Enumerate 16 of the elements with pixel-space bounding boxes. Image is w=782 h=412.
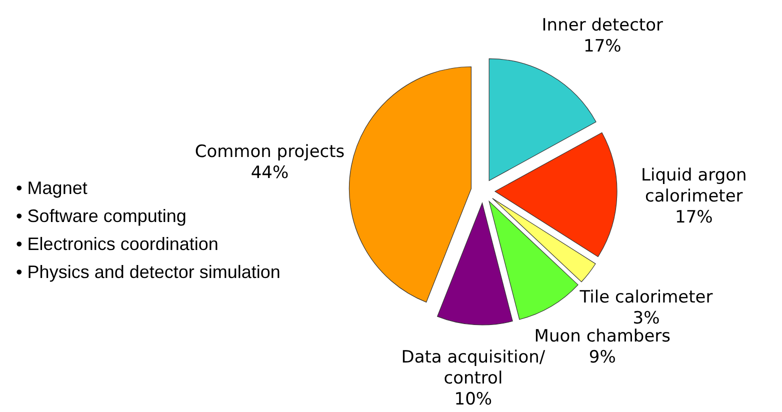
slice-label: Tile calorimeter	[578, 288, 713, 308]
text: • Physics and detector simulation	[16, 261, 280, 284]
data-label: 9%	[588, 347, 616, 368]
slice-label: Inner detector	[542, 16, 664, 36]
data-label: 10%	[454, 390, 492, 410]
text: • Electronics coordination	[16, 233, 220, 256]
data-label: 17%	[675, 207, 713, 228]
slice-label: Muon chambers	[534, 326, 671, 346]
data-label: 3%	[632, 308, 660, 329]
data-label: 17%	[584, 36, 622, 57]
slice-label: Common projects	[194, 142, 345, 162]
data-label: 44%	[250, 162, 289, 183]
slice-label: Liquid argon calorimeter	[641, 165, 747, 206]
text: • Software computing	[16, 205, 188, 228]
text: • Magnet	[16, 178, 88, 198]
slice-label: Data acquisition/ control	[401, 348, 546, 389]
